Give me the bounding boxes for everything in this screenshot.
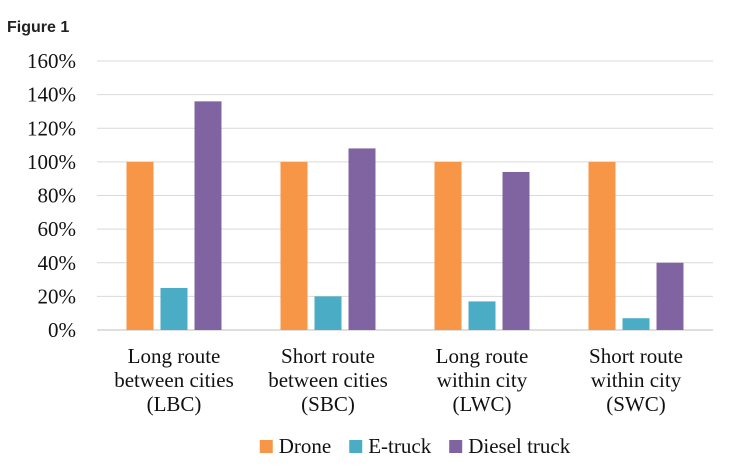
bar-diesel-truck: [656, 262, 684, 330]
bar-diesel-truck: [502, 171, 530, 330]
bar-drone: [434, 161, 462, 330]
y-tick-label: 80%: [38, 184, 77, 208]
x-category-label: within city: [591, 368, 682, 392]
gridlines: [97, 60, 713, 331]
y-tick-label: 100%: [27, 150, 76, 174]
y-tick-label: 140%: [27, 83, 76, 107]
x-category-label: between cities: [114, 368, 234, 392]
x-category-label: (SBC): [301, 392, 355, 416]
x-category-label: between cities: [268, 368, 388, 392]
y-tick-label: 120%: [27, 116, 76, 140]
x-category-label: Short route: [589, 344, 683, 368]
y-tick-label: 60%: [38, 217, 77, 241]
x-category-label: within city: [437, 368, 528, 392]
x-category-label: Short route: [281, 344, 375, 368]
legend-label: Drone: [279, 434, 331, 458]
bar-drone: [126, 161, 154, 330]
y-tick-label: 160%: [27, 49, 76, 73]
bar-e-truck: [160, 287, 188, 330]
bar-e-truck: [314, 296, 342, 330]
legend-swatch: [349, 440, 363, 453]
x-category-label: Long route: [128, 344, 221, 368]
figure-label: Figure 1: [7, 19, 70, 36]
bars: [126, 101, 684, 330]
x-category-label: (LBC): [147, 392, 202, 416]
y-axis-tick-labels: 0% 20% 40% 60% 80% 100% 120% 140% 160%: [27, 49, 76, 342]
y-tick-label: 0%: [48, 318, 76, 342]
x-category-label: (LWC): [452, 392, 511, 416]
bar-drone: [280, 161, 308, 330]
bar-diesel-truck: [194, 101, 222, 330]
bar-diesel-truck: [348, 148, 376, 330]
legend-label: Diesel truck: [468, 434, 571, 458]
x-category-label: (SWC): [606, 392, 666, 416]
bar-e-truck: [622, 318, 650, 330]
bar-drone: [588, 161, 616, 330]
bar-e-truck: [468, 301, 496, 330]
x-category-label: Long route: [436, 344, 529, 368]
y-tick-label: 20%: [38, 284, 77, 308]
legend: Drone E-truck Diesel truck: [259, 434, 571, 458]
y-tick-label: 40%: [38, 251, 77, 275]
legend-label: E-truck: [368, 434, 431, 458]
legend-swatch: [259, 440, 273, 453]
legend-swatch: [449, 440, 463, 453]
